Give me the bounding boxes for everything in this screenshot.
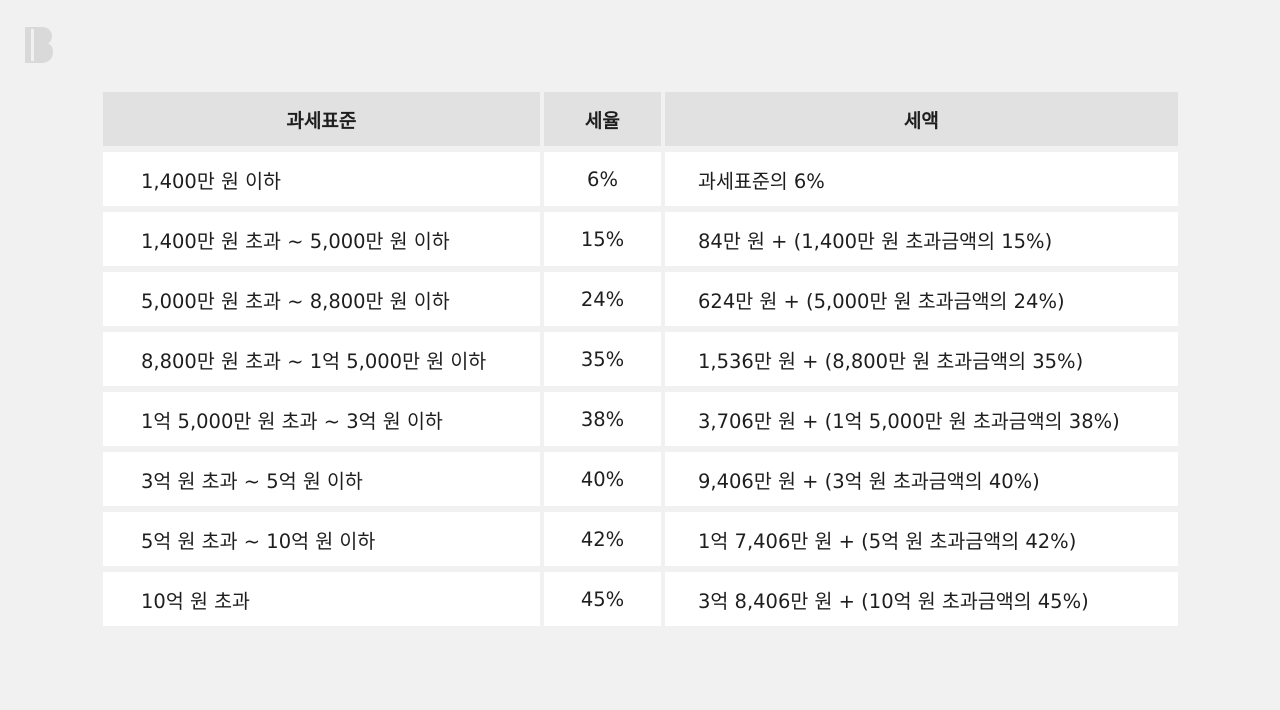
table-row: 1억 5,000만 원 초과 ~ 3억 원 이하 38% 3,706만 원 + … xyxy=(103,392,1178,446)
tax-rate-cell: 6% xyxy=(544,152,661,206)
tax-rate-cell: 15% xyxy=(544,212,661,266)
table-row: 8,800만 원 초과 ~ 1억 5,000만 원 이하 35% 1,536만 … xyxy=(103,332,1178,386)
tax-amount-cell: 1,536만 원 + (8,800만 원 초과금액의 35%) xyxy=(665,332,1178,386)
tax-base-cell: 8,800만 원 초과 ~ 1억 5,000만 원 이하 xyxy=(103,332,540,386)
tax-rate-cell: 24% xyxy=(544,272,661,326)
tax-rate-cell: 40% xyxy=(544,452,661,506)
table-row: 5,000만 원 초과 ~ 8,800만 원 이하 24% 624만 원 + (… xyxy=(103,272,1178,326)
tax-base-cell: 1,400만 원 이하 xyxy=(103,152,540,206)
table-row: 1,400만 원 초과 ~ 5,000만 원 이하 15% 84만 원 + (1… xyxy=(103,212,1178,266)
tax-amount-cell: 624만 원 + (5,000만 원 초과금액의 24%) xyxy=(665,272,1178,326)
table-row: 1,400만 원 이하 6% 과세표준의 6% xyxy=(103,152,1178,206)
tax-amount-cell: 3,706만 원 + (1억 5,000만 원 초과금액의 38%) xyxy=(665,392,1178,446)
tax-base-cell: 1,400만 원 초과 ~ 5,000만 원 이하 xyxy=(103,212,540,266)
header-tax-rate: 세율 xyxy=(544,92,661,146)
tax-amount-cell: 9,406만 원 + (3억 원 초과금액의 40%) xyxy=(665,452,1178,506)
table-row: 10억 원 초과 45% 3억 8,406만 원 + (10억 원 초과금액의 … xyxy=(103,572,1178,626)
tax-amount-cell: 84만 원 + (1,400만 원 초과금액의 15%) xyxy=(665,212,1178,266)
table-row: 5억 원 초과 ~ 10억 원 이하 42% 1억 7,406만 원 + (5억… xyxy=(103,512,1178,566)
brand-b-logo-icon xyxy=(25,27,53,63)
tax-rate-cell: 35% xyxy=(544,332,661,386)
table-row: 3억 원 초과 ~ 5억 원 이하 40% 9,406만 원 + (3억 원 초… xyxy=(103,452,1178,506)
tax-rate-cell: 38% xyxy=(544,392,661,446)
tax-base-cell: 10억 원 초과 xyxy=(103,572,540,626)
tax-rate-cell: 42% xyxy=(544,512,661,566)
tax-base-cell: 3억 원 초과 ~ 5억 원 이하 xyxy=(103,452,540,506)
tax-amount-cell: 1억 7,406만 원 + (5억 원 초과금액의 42%) xyxy=(665,512,1178,566)
header-tax-base: 과세표준 xyxy=(103,92,540,146)
tax-rate-cell: 45% xyxy=(544,572,661,626)
tax-amount-cell: 3억 8,406만 원 + (10억 원 초과금액의 45%) xyxy=(665,572,1178,626)
table-header-row: 과세표준 세율 세액 xyxy=(103,92,1178,146)
tax-base-cell: 1억 5,000만 원 초과 ~ 3억 원 이하 xyxy=(103,392,540,446)
tax-amount-cell: 과세표준의 6% xyxy=(665,152,1178,206)
tax-base-cell: 5억 원 초과 ~ 10억 원 이하 xyxy=(103,512,540,566)
tax-rate-table: 과세표준 세율 세액 1,400만 원 이하 6% 과세표준의 6% 1,400… xyxy=(99,86,1182,632)
tax-base-cell: 5,000만 원 초과 ~ 8,800만 원 이하 xyxy=(103,272,540,326)
header-tax-amount: 세액 xyxy=(665,92,1178,146)
